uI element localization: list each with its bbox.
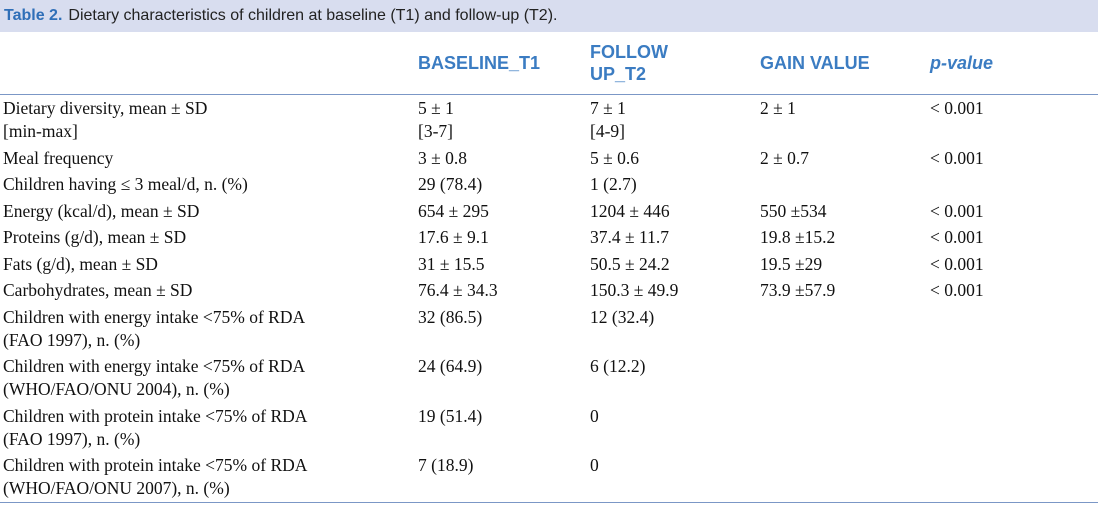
cell — [760, 403, 930, 453]
row-label: Energy (kcal/d), mean ± SD — [3, 200, 200, 221]
header-cell — [0, 32, 418, 95]
row-label: Children having ≤ 3 meal/d, n. (%) — [3, 174, 248, 194]
table-row: Proteins (g/d), mean ± SD 17.6 ± 9.1 37.4 … — [0, 224, 1098, 251]
cell — [760, 452, 930, 503]
cell: 12 (32.4) — [590, 306, 655, 327]
table-row: Children having ≤ 3 meal/d, n. (%) 29 (78… — [0, 171, 1098, 198]
table-row: Children with energy intake <75% of RDA … — [0, 353, 1098, 403]
cell — [760, 353, 930, 403]
cell: 2 ± 1 — [760, 98, 796, 118]
table-row: Dietary diversity, mean ± SD [min-max] 5 … — [0, 95, 1098, 145]
cell: 24 (64.9) — [418, 356, 483, 376]
cell: 3 ± 0.8 — [418, 147, 467, 168]
header-row: BASELINE_T1 FOLLOW UP_T2 GAIN VALUE p-va… — [0, 32, 1098, 95]
table-row: Children with protein intake <75% of RDA… — [0, 452, 1098, 503]
cell — [930, 171, 1098, 198]
header-cell: p-value — [930, 32, 1098, 95]
cell: < 0.001 — [930, 200, 984, 221]
header-cell: GAIN VALUE — [760, 32, 930, 95]
row-label: Children with energy intake <75% of RDA … — [3, 356, 306, 399]
cell: 37.4 ± 11.7 — [590, 227, 669, 247]
cell: 76.4 ± 34.3 — [418, 280, 498, 300]
cell: < 0.001 — [930, 98, 984, 118]
cell: 1 (2.7) — [590, 174, 637, 194]
cell: 2 ± 0.7 — [760, 147, 809, 168]
cell: 1204 ± 446 — [590, 200, 670, 221]
cell: 5 ± 1 [3-7] — [418, 98, 454, 141]
cell — [930, 304, 1098, 354]
caption: Table 2. Dietary characteristics of child… — [0, 0, 1098, 32]
cell — [930, 452, 1098, 503]
cell: 50.5 ± 24.2 — [590, 253, 670, 274]
cell: < 0.001 — [930, 147, 984, 168]
table: BASELINE_T1 FOLLOW UP_T2 GAIN VALUE p-va… — [0, 32, 1098, 503]
row-label: Children with protein intake <75% of RDA… — [0, 452, 418, 503]
table-row: Children with protein intake <75% of RDA… — [0, 403, 1098, 453]
table-header: BASELINE_T1 FOLLOW UP_T2 GAIN VALUE p-va… — [0, 32, 1098, 95]
row-label: Fats (g/d), mean ± SD — [3, 253, 158, 274]
row-label: Meal frequency — [3, 147, 114, 168]
row-label: Proteins (g/d), mean ± SD — [3, 227, 187, 247]
cell: 7 (18.9) — [418, 452, 590, 503]
cell: 654 ± 295 — [418, 200, 489, 221]
cell: 73.9 ±57.9 — [760, 280, 836, 300]
cell: 0 — [590, 405, 599, 426]
header-cell: FOLLOW UP_T2 — [590, 32, 760, 95]
row-label: Children with protein intake <75% of RDA… — [3, 405, 308, 449]
row-label: Carbohydrates, mean ± SD — [3, 280, 193, 300]
cell: 5 ± 0.6 — [590, 147, 639, 168]
cell: < 0.001 — [930, 280, 984, 300]
table-body: Dietary diversity, mean ± SD [min-max] 5 … — [0, 95, 1098, 503]
cell: 19.8 ±15.2 — [760, 227, 836, 247]
table-row: Meal frequency 3 ± 0.8 5 ± 0.6 2 ± 0.7 < 0.0… — [0, 145, 1098, 172]
cell: 17.6 ± 9.1 — [418, 227, 489, 247]
cell: 150.3 ± 49.9 — [590, 280, 679, 300]
cell — [930, 403, 1098, 453]
cell: 32 (86.5) — [418, 306, 483, 327]
cell: 7 ± 1 [4-9] — [590, 98, 626, 141]
cell: 6 (12.2) — [590, 356, 646, 376]
cell: < 0.001 — [930, 227, 984, 247]
table-row: Energy (kcal/d), mean ± SD 654 ± 295 1204 … — [0, 198, 1098, 225]
cell: 31 ± 15.5 — [418, 253, 485, 274]
row-label: Dietary diversity, mean ± SD [min-max] — [3, 98, 208, 141]
cell — [760, 171, 930, 198]
row-label: Children with energy intake <75% of RDA … — [3, 306, 306, 350]
table-row: Fats (g/d), mean ± SD 31 ± 15.5 50.5 ± 24.… — [0, 251, 1098, 278]
cell — [930, 353, 1098, 403]
cell: 550 ±534 — [760, 200, 827, 221]
cell: 19.5 ±29 — [760, 253, 823, 274]
cell: 0 — [590, 452, 760, 503]
cell: 19 (51.4) — [418, 405, 483, 426]
caption-text: Dietary characteristics of children at b… — [68, 7, 558, 24]
table-row: Children with energy intake <75% of RDA … — [0, 304, 1098, 354]
cell — [760, 304, 930, 354]
cell: < 0.001 — [930, 253, 984, 274]
header-cell: BASELINE_T1 — [418, 32, 590, 95]
table-row: Carbohydrates, mean ± SD 76.4 ± 34.3 150.3… — [0, 277, 1098, 304]
caption-label: Table 2. — [4, 7, 63, 24]
cell: 29 (78.4) — [418, 174, 483, 194]
